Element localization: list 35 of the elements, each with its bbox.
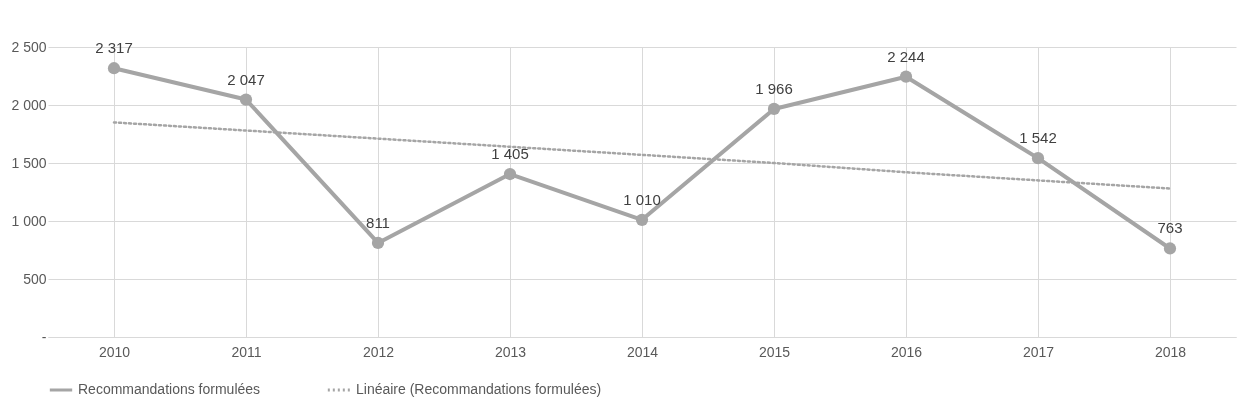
- legend-label: Linéaire (Recommandations formulées): [356, 381, 602, 397]
- point: [635, 213, 649, 226]
- x-tick-label: 2014: [626, 343, 659, 360]
- data-label: 1 542: [1019, 129, 1057, 147]
- y-tick-label: -: [41, 328, 47, 345]
- y-tick-label: 2 500: [11, 38, 47, 55]
- data-label: 2 317: [95, 39, 133, 57]
- data-label: 763: [1157, 219, 1183, 237]
- x-tick-label: 2017: [1022, 343, 1055, 360]
- point: [503, 167, 517, 181]
- y-tick-label: 1 000: [11, 212, 47, 229]
- data-label: 2 244: [887, 47, 925, 65]
- legend-label: Recommandations formulées: [78, 381, 261, 397]
- y-tick-label: 2 000: [11, 96, 47, 113]
- point: [371, 236, 385, 250]
- point: [767, 102, 781, 116]
- point: [1031, 152, 1045, 165]
- x-tick-label: 2011: [231, 343, 262, 360]
- data-label: 1 010: [623, 190, 661, 208]
- x-tick-label: 2010: [98, 343, 131, 360]
- x-tick-label: 2013: [494, 343, 527, 360]
- x-tick-label: 2018: [1154, 343, 1187, 360]
- point: [899, 70, 913, 83]
- x-tick-label: 2012: [362, 343, 395, 360]
- point: [107, 62, 121, 75]
- data-label: 1 405: [491, 145, 529, 163]
- y-tick-label: 500: [23, 270, 47, 287]
- data-label: 2 047: [227, 70, 265, 88]
- point: [1163, 242, 1177, 255]
- data-label: 1 966: [755, 79, 793, 97]
- x-tick-label: 2015: [758, 343, 791, 360]
- data-label: 811: [366, 213, 390, 231]
- point: [239, 93, 253, 106]
- y-tick-label: 1 500: [11, 154, 47, 171]
- x-tick-label: 2016: [890, 343, 923, 360]
